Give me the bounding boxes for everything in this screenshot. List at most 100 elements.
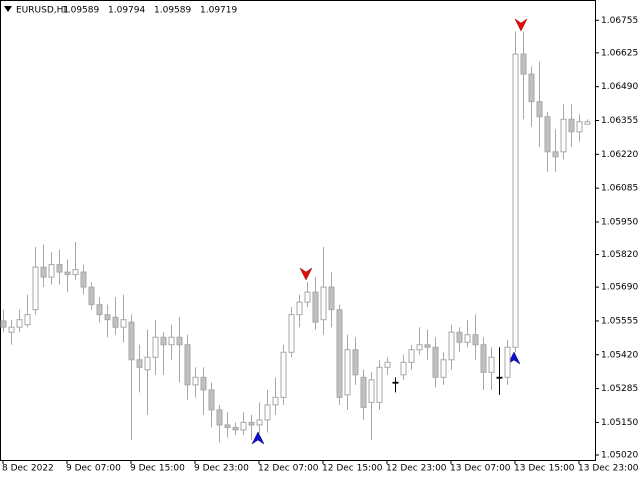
x-tick-label: 13 Dec 23:00 (578, 464, 639, 474)
y-tick-label: 1.05950 (601, 217, 638, 227)
x-tick-label: 9 Dec 07:00 (66, 464, 121, 474)
candle-body (480, 344, 487, 373)
candle-body (496, 376, 503, 379)
candle-body (488, 356, 495, 373)
y-tick-label: 1.05820 (601, 250, 638, 260)
y-tick-label: 1.06220 (601, 150, 638, 160)
candle-body (304, 291, 311, 303)
candle-body (144, 356, 151, 371)
candle-body (40, 266, 47, 278)
candle-body (280, 351, 287, 398)
candle-body (384, 361, 391, 368)
candle-body (272, 396, 279, 406)
candle-body (72, 269, 79, 276)
candle-body (192, 376, 199, 386)
candle-body (8, 326, 15, 333)
candle-body (64, 271, 71, 276)
x-tick-label: 12 Dec 23:00 (386, 464, 447, 474)
candle-body (552, 151, 559, 158)
candle-body (176, 336, 183, 346)
candle-body (160, 336, 167, 346)
candle-body (536, 101, 543, 118)
y-tick-label: 1.06490 (601, 82, 638, 92)
x-tick-label: 8 Dec 2022 (2, 464, 54, 474)
candle-body (80, 271, 87, 288)
candle-body (136, 359, 143, 368)
candle-body (152, 336, 159, 358)
y-tick-label: 1.05285 (601, 384, 638, 394)
candle-body (520, 53, 527, 75)
candle-body (256, 419, 263, 426)
candle-body (368, 379, 375, 403)
candle-body (208, 389, 215, 411)
candle-body (320, 286, 327, 321)
candle-body (512, 53, 519, 348)
candle-body (32, 266, 39, 311)
candle-body (392, 381, 399, 384)
y-tick-label: 1.05420 (601, 350, 638, 360)
quote-value: 1.09589 (154, 6, 191, 16)
candle-body (104, 314, 111, 321)
x-tick-label: 9 Dec 15:00 (130, 464, 185, 474)
collapse-icon[interactable] (4, 6, 12, 12)
x-tick-label: 9 Dec 23:00 (194, 464, 249, 474)
x-tick-label: 13 Dec 15:00 (514, 464, 575, 474)
candle-body (456, 331, 463, 343)
candle-body (312, 291, 319, 323)
candle-body (24, 314, 31, 326)
quote: 1.09589 1.09794 1.09589 1.09719 (62, 6, 237, 16)
quote-value: 1.09589 (62, 6, 99, 16)
quote-value: 1.09794 (108, 6, 145, 16)
candle-body (96, 304, 103, 316)
candle-body (416, 344, 423, 351)
candle-body (88, 286, 95, 306)
y-tick-label: 1.06355 (601, 116, 638, 126)
candle-body (0, 320, 7, 328)
candle-body (200, 376, 207, 391)
buy-arrow (507, 351, 521, 365)
candle-body (336, 309, 343, 398)
sell-arrow (299, 267, 313, 281)
candle-body (248, 421, 255, 426)
candle-body (232, 426, 239, 431)
candle-body (376, 366, 383, 403)
candle-body (352, 349, 359, 376)
y-tick-label: 1.06625 (601, 48, 638, 58)
candle-body (544, 116, 551, 153)
quote-value: 1.09719 (200, 6, 237, 16)
candle-body (112, 316, 119, 328)
candle-body (240, 421, 247, 431)
candle-body (584, 121, 591, 125)
chart-title: EURUSD,H1 (16, 6, 69, 16)
candle-body (448, 331, 455, 361)
candle-body (472, 334, 479, 346)
x-tick-label: 13 Dec 07:00 (450, 464, 511, 474)
y-tick-label: 1.05150 (601, 418, 638, 428)
candle-body (184, 344, 191, 386)
plot-frame (0, 0, 596, 461)
candle-body (432, 346, 439, 378)
candle-body (56, 264, 63, 273)
candle-body (440, 359, 447, 378)
candle-body (120, 319, 127, 328)
candle-body (400, 361, 407, 376)
y-tick-label: 1.05020 (601, 450, 638, 460)
candle-body (128, 321, 135, 361)
candle-body (344, 349, 351, 396)
candle-body (464, 334, 471, 343)
sell-arrow (514, 18, 528, 32)
candle-body (328, 286, 335, 311)
candle-body (560, 118, 567, 153)
candle-body (288, 314, 295, 353)
y-tick-label: 1.05555 (601, 316, 638, 326)
candle-body (264, 404, 271, 421)
candle-body (504, 346, 511, 378)
buy-arrow (251, 431, 265, 445)
candle-body (224, 424, 231, 428)
y-tick-label: 1.05690 (601, 283, 638, 293)
candle-body (576, 121, 583, 133)
candle-body (216, 409, 223, 426)
candle-body (568, 118, 575, 133)
x-tick-label: 12 Dec 07:00 (258, 464, 319, 474)
candle-body (168, 336, 175, 346)
